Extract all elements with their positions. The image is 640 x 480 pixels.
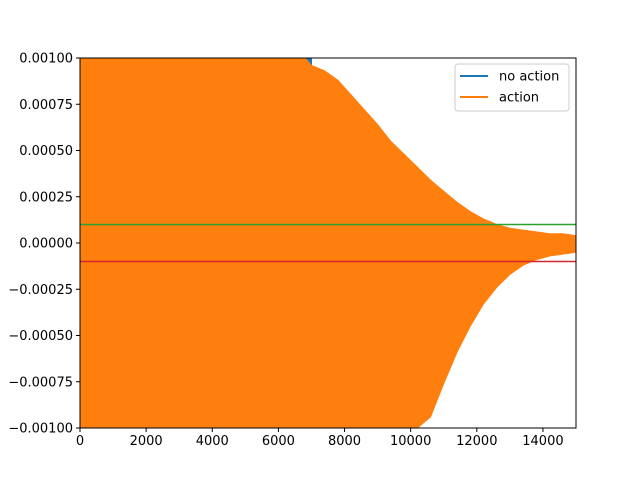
x-tick-label-3: 6000 <box>262 434 295 449</box>
legend-label-0: no action <box>499 70 559 85</box>
y-tick-label-8: −0.00100 <box>8 422 73 437</box>
legend-label-1: action <box>499 91 539 106</box>
x-tick-label-6: 12000 <box>456 434 497 449</box>
x-tick-label-1: 2000 <box>130 434 163 449</box>
y-tick-label-0: 0.00100 <box>19 52 73 67</box>
y-tick-label-7: −0.00075 <box>8 375 73 390</box>
y-axis: 0.00100 0.00075 0.00050 0.00025 0.00000 −0.00… <box>8 52 80 437</box>
x-tick-label-4: 8000 <box>328 434 361 449</box>
x-tick-label-0: 0 <box>76 434 84 449</box>
x-tick-label-5: 10000 <box>390 434 431 449</box>
y-tick-label-4: 0.00000 <box>19 237 73 252</box>
x-tick-label-2: 4000 <box>196 434 229 449</box>
legend: no action action <box>454 63 570 112</box>
y-tick-label-1: 0.00075 <box>19 98 73 113</box>
plot-area <box>80 58 576 428</box>
x-tick-label-7: 14000 <box>522 434 563 449</box>
y-tick-label-6: −0.00050 <box>8 329 73 344</box>
series-1-band <box>80 58 576 428</box>
x-axis: 0 2000 4000 6000 8000 10000 12000 14000 <box>76 428 564 449</box>
y-tick-label-2: 0.00050 <box>19 144 73 159</box>
y-tick-label-3: 0.00025 <box>19 190 73 205</box>
y-tick-label-5: −0.00025 <box>8 283 73 298</box>
